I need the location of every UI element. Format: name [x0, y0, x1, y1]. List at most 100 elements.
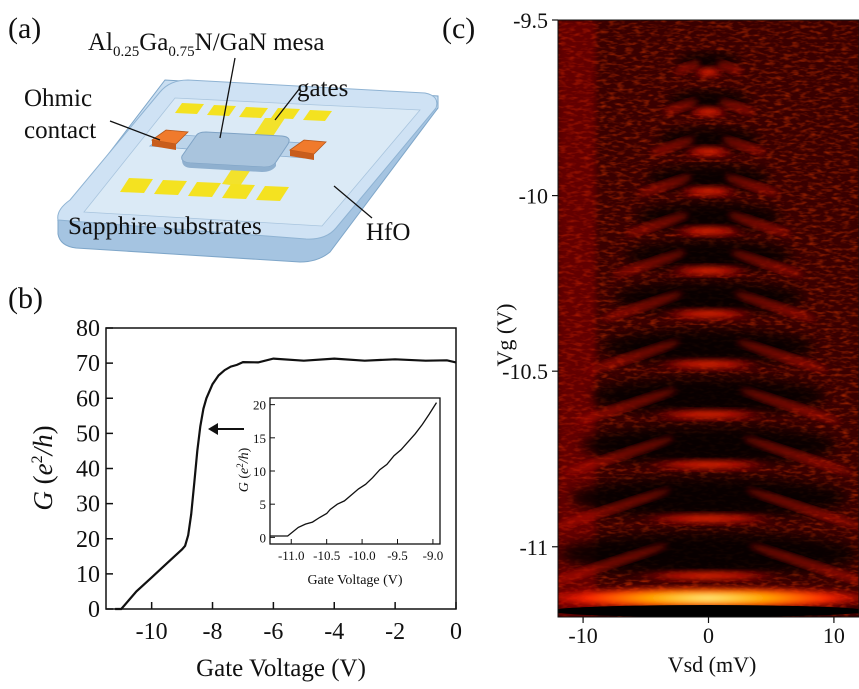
- heatmap-x-axis-label: Vsd (mV): [668, 652, 757, 677]
- panel-a: (a): [8, 12, 439, 263]
- coulomb-diamond-edge: [644, 408, 773, 421]
- panel-c-label: (c): [442, 12, 475, 45]
- y-tick-label: 70: [76, 351, 100, 377]
- coulomb-diamond-side: [576, 389, 677, 423]
- inset-series-line: [270, 402, 438, 537]
- coulomb-diamond-side: [743, 437, 853, 475]
- coulomb-diamond-side: [663, 99, 698, 115]
- coulomb-diamond-edge: [692, 66, 725, 79]
- coulomb-diamond-side: [588, 340, 680, 372]
- coulomb-diamond-side: [728, 213, 791, 236]
- heatmap-axis-ticks: -10 0 10 -9.5 -10 -10.5 -11: [502, 8, 845, 648]
- coulomb-diamond-side: [734, 292, 816, 321]
- coulomb-diamond-edge: [656, 307, 761, 320]
- ohmic-label-line1: Ohmic: [24, 85, 92, 112]
- inset-x-tick-label: -9.5: [387, 548, 408, 563]
- hfo-label: HfO: [366, 219, 410, 246]
- main-series-line: [115, 357, 457, 611]
- inset-x-tick-label: -11.0: [278, 548, 305, 563]
- coulomb-diamond-edge: [650, 358, 767, 371]
- coulomb-diamond-side: [674, 61, 701, 74]
- coulomb-diamond-edge: [638, 458, 779, 471]
- inset-y-tick-label: 15: [253, 431, 266, 446]
- coulomb-diamond-dark: [602, 328, 815, 365]
- coulomb-diamond-side: [749, 544, 859, 588]
- heat-x-tick-label: 10: [823, 623, 845, 648]
- inset-plot-frame: [269, 397, 441, 545]
- heat-y-tick-label: -10.5: [502, 359, 548, 384]
- panel-b-label: (b): [8, 282, 43, 315]
- heat-x-tick-label: 0: [703, 623, 714, 648]
- inset-y-axis-label: G (e2/h): [235, 447, 252, 492]
- inset-y-tick-label: 20: [253, 398, 266, 413]
- panel-c: (c) -10 0 10 -9.5 -10 -10.5 -11 Vsd (mV) Vg (V…: [442, 8, 859, 677]
- coulomb-diamond-side: [725, 175, 779, 196]
- coulomb-diamond-side: [626, 213, 689, 236]
- y-tick-label: 60: [76, 386, 100, 412]
- mesa-pointer-line: [219, 57, 236, 139]
- inset-x-tick-label: -10.5: [313, 548, 340, 563]
- coulomb-diamond-side: [731, 251, 804, 277]
- coulomb-diamond-dark: [558, 531, 859, 576]
- inset-x-axis-label: Gate Voltage (V): [307, 573, 402, 588]
- coulomb-diamond-edge: [626, 569, 791, 582]
- heatmap-y-axis-label: Vg (V): [492, 304, 517, 367]
- coulomb-diamond-side: [638, 175, 692, 196]
- coulomb-diamond-side: [737, 340, 829, 372]
- panel-a-label: (a): [8, 12, 41, 45]
- coulomb-diamond-edge: [632, 512, 785, 525]
- inset-y-tick-label: 0: [260, 530, 267, 545]
- coulomb-diamond-side: [564, 437, 674, 475]
- coulomb-diamond-dark: [613, 280, 804, 314]
- coulomb-diamond-side: [719, 99, 754, 115]
- gates-label: gates: [297, 75, 348, 102]
- coulomb-diamond-side: [601, 292, 683, 321]
- x-tick-label: -6: [263, 619, 283, 645]
- x-tick-label: -10: [136, 619, 168, 645]
- heat-y-tick-label: -10: [519, 184, 548, 209]
- coulomb-diamond-side: [746, 489, 859, 529]
- inset-y-tick-label: 5: [260, 497, 267, 512]
- y-tick-label: 10: [76, 562, 100, 588]
- mesa-label: Al0.25Ga0.75N/GaN mesa: [88, 29, 324, 60]
- main-y-axis-label: G (e2/h): [28, 425, 58, 510]
- coulomb-diamond-edge: [680, 145, 737, 158]
- coulomb-diamond-side: [722, 137, 767, 155]
- coulomb-diamond-side: [740, 389, 841, 423]
- heat-y-tick-label: -9.5: [513, 8, 548, 33]
- heatmap-image: [558, 20, 859, 617]
- inset-x-tick-label: -10.0: [349, 548, 376, 563]
- inset-axis-ticks: -11.0 -10.5 -10.0 -9.5 -9.0 0 5 10 15 20: [253, 398, 443, 563]
- coulomb-diamond-side: [558, 544, 668, 588]
- left-arrow-annotation: [208, 423, 244, 435]
- substrate-label: Sapphire substrates: [68, 213, 262, 240]
- y-tick-label: 30: [76, 492, 100, 518]
- ohmic-pointer-line: [109, 120, 161, 141]
- coulomb-diamond-dark: [580, 425, 837, 465]
- coulomb-diamond-edge: [668, 224, 749, 237]
- inset-y-tick-label: 10: [253, 464, 266, 479]
- y-tick-label: 80: [76, 316, 100, 342]
- coulomb-diamond-dark: [569, 476, 848, 519]
- y-tick-label: 0: [88, 597, 100, 623]
- mesa-shape: [181, 131, 290, 172]
- coulomb-diamond-edge: [686, 105, 731, 118]
- x-tick-label: -4: [324, 619, 344, 645]
- heat-x-tick-label: -10: [568, 623, 597, 648]
- coulomb-diamond-edge: [674, 185, 743, 198]
- x-tick-label: 0: [450, 619, 462, 645]
- x-tick-label: -2: [385, 619, 405, 645]
- x-tick-label: -8: [203, 619, 223, 645]
- inset-x-tick-label: -9.0: [423, 548, 444, 563]
- y-tick-label: 20: [76, 527, 100, 553]
- hfo-pointer-line: [333, 185, 373, 219]
- coulomb-diamond-side: [716, 61, 743, 74]
- coulomb-diamond-side: [650, 137, 695, 155]
- main-x-axis-label: Gate Voltage (V): [196, 655, 366, 682]
- coulomb-diamond-side: [558, 489, 671, 529]
- coulomb-diamond-dark: [624, 239, 793, 271]
- heat-y-tick-label: -11: [519, 535, 548, 560]
- coulomb-diamond-edge: [662, 264, 755, 277]
